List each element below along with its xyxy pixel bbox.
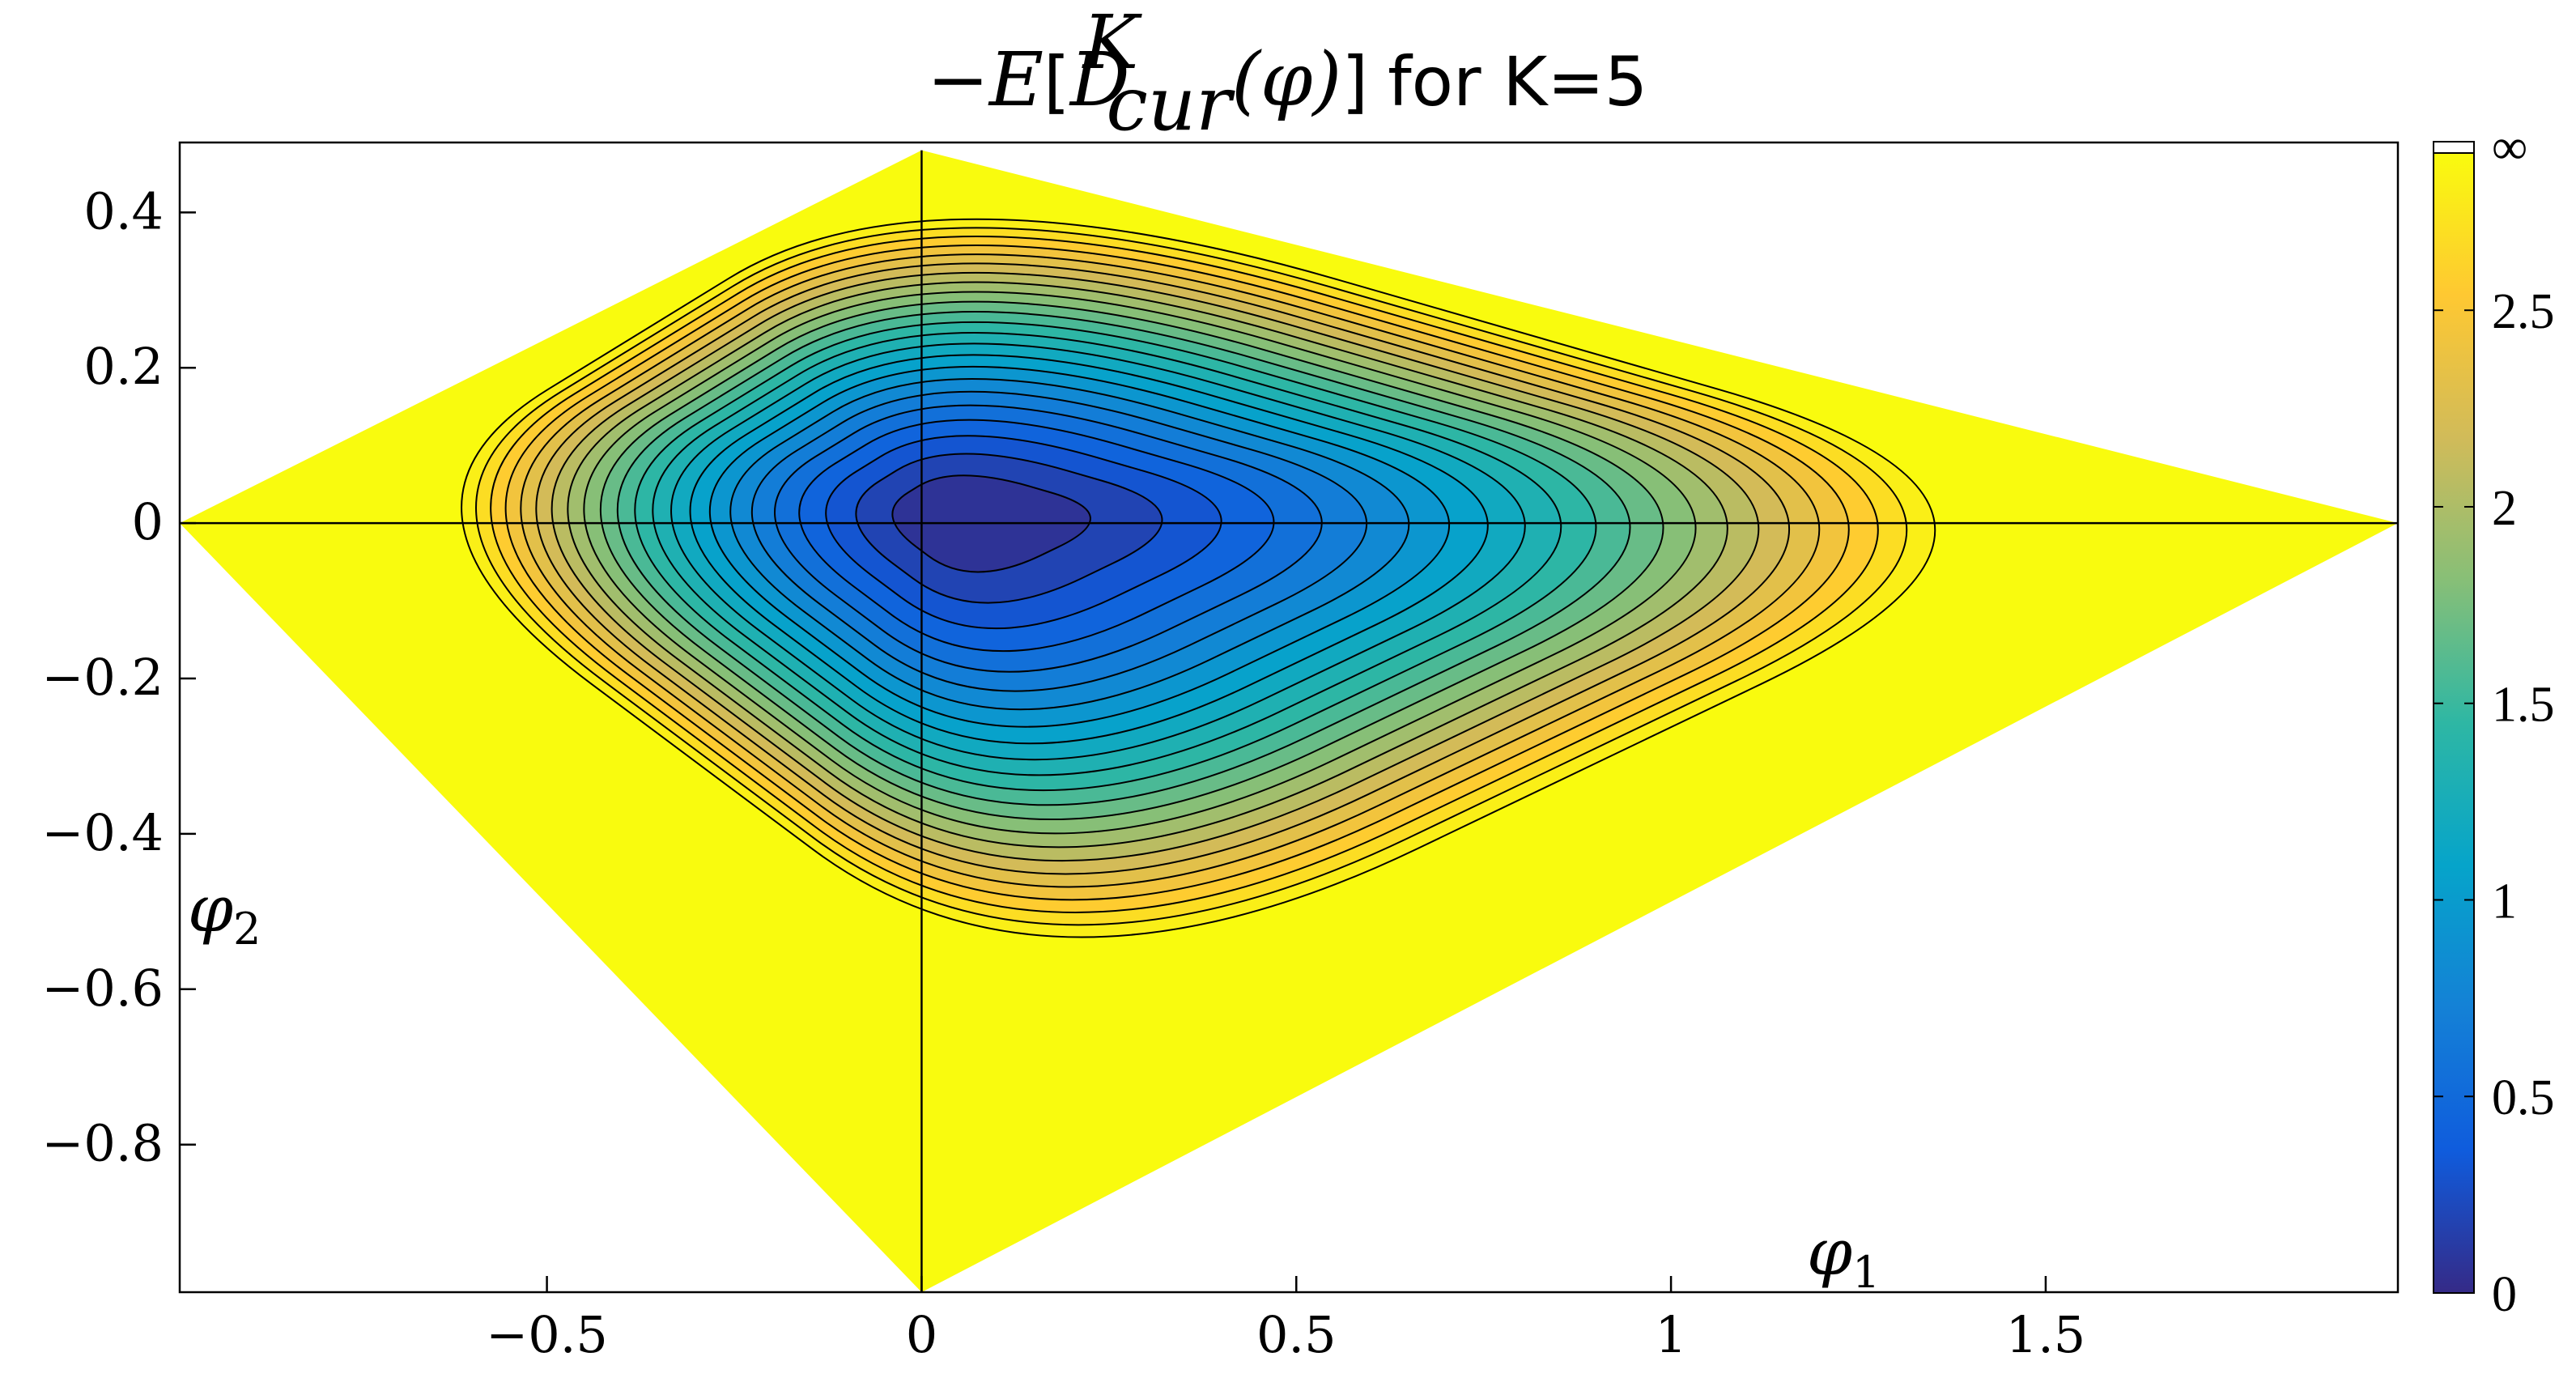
x-tick-label: 0.5 [1256, 1305, 1337, 1364]
title-expectation: E [988, 36, 1044, 123]
plot-area [178, 141, 2400, 1294]
x-axis-label-subscript: 1 [1852, 1247, 1880, 1298]
colorbar-infinity-cell [2433, 141, 2475, 154]
y-axis-ticks: 0.4 0.2 0 −0.2 −0.4 −0.6 −0.8 [41, 181, 196, 1173]
title-minus: − [927, 36, 989, 123]
title-superscript: K [1082, 0, 1143, 86]
y-tick-label: −0.6 [41, 959, 164, 1018]
colorbar-tick-label: 0 [2492, 1267, 2517, 1322]
colorbar: ∞ 0 0.5 1 1.5 2 2.5 [2433, 120, 2555, 1322]
y-tick-label: 0.4 [83, 181, 164, 240]
x-axis-label: φ1 [1807, 1214, 1880, 1298]
colorbar-gradient [2433, 152, 2475, 1294]
x-axis-label-symbol: φ [1807, 1214, 1852, 1290]
colorbar-tick-label: 0.5 [2492, 1070, 2555, 1125]
colorbar-infinity-label: ∞ [2492, 120, 2527, 175]
contour-bands [461, 218, 1936, 938]
x-tick-label: 1.5 [2006, 1305, 2086, 1364]
colorbar-tick-label: 1.5 [2492, 678, 2555, 733]
x-tick-label: 0 [906, 1305, 937, 1364]
title-suffix: for K=5 [1388, 42, 1647, 121]
y-axis-label-subscript: 2 [233, 904, 261, 955]
title-bracket-close: ] [1341, 42, 1368, 121]
colorbar-tick-label: 1 [2492, 874, 2517, 929]
title-argument: (φ) [1231, 36, 1341, 123]
x-tick-label: −0.5 [486, 1305, 608, 1364]
colorbar-tick-label: 2.5 [2492, 284, 2555, 339]
colorbar-ticks: 0 0.5 1 1.5 2 2.5 [2434, 284, 2555, 1322]
y-axis-label-symbol: φ [188, 871, 233, 946]
y-tick-label: 0 [132, 492, 164, 551]
title-subscript: cur [1106, 61, 1235, 147]
chart-title: −E[DK cur(φ)] for K=5 [927, 0, 1647, 147]
x-tick-label: 1 [1655, 1305, 1686, 1364]
title-bracket-open: [ [1044, 42, 1070, 121]
y-tick-label: 0.2 [83, 337, 164, 396]
y-tick-label: −0.2 [41, 648, 164, 707]
title-d: D [1069, 36, 1130, 123]
y-tick-label: −0.8 [41, 1114, 164, 1173]
colorbar-tick-label: 2 [2492, 481, 2517, 536]
plot-frame [178, 141, 2400, 1294]
y-axis-label: φ2 [188, 871, 261, 955]
y-tick-label: −0.4 [41, 803, 164, 862]
x-axis-ticks: −0.5 0 0.5 1 1.5 [486, 1276, 2085, 1364]
